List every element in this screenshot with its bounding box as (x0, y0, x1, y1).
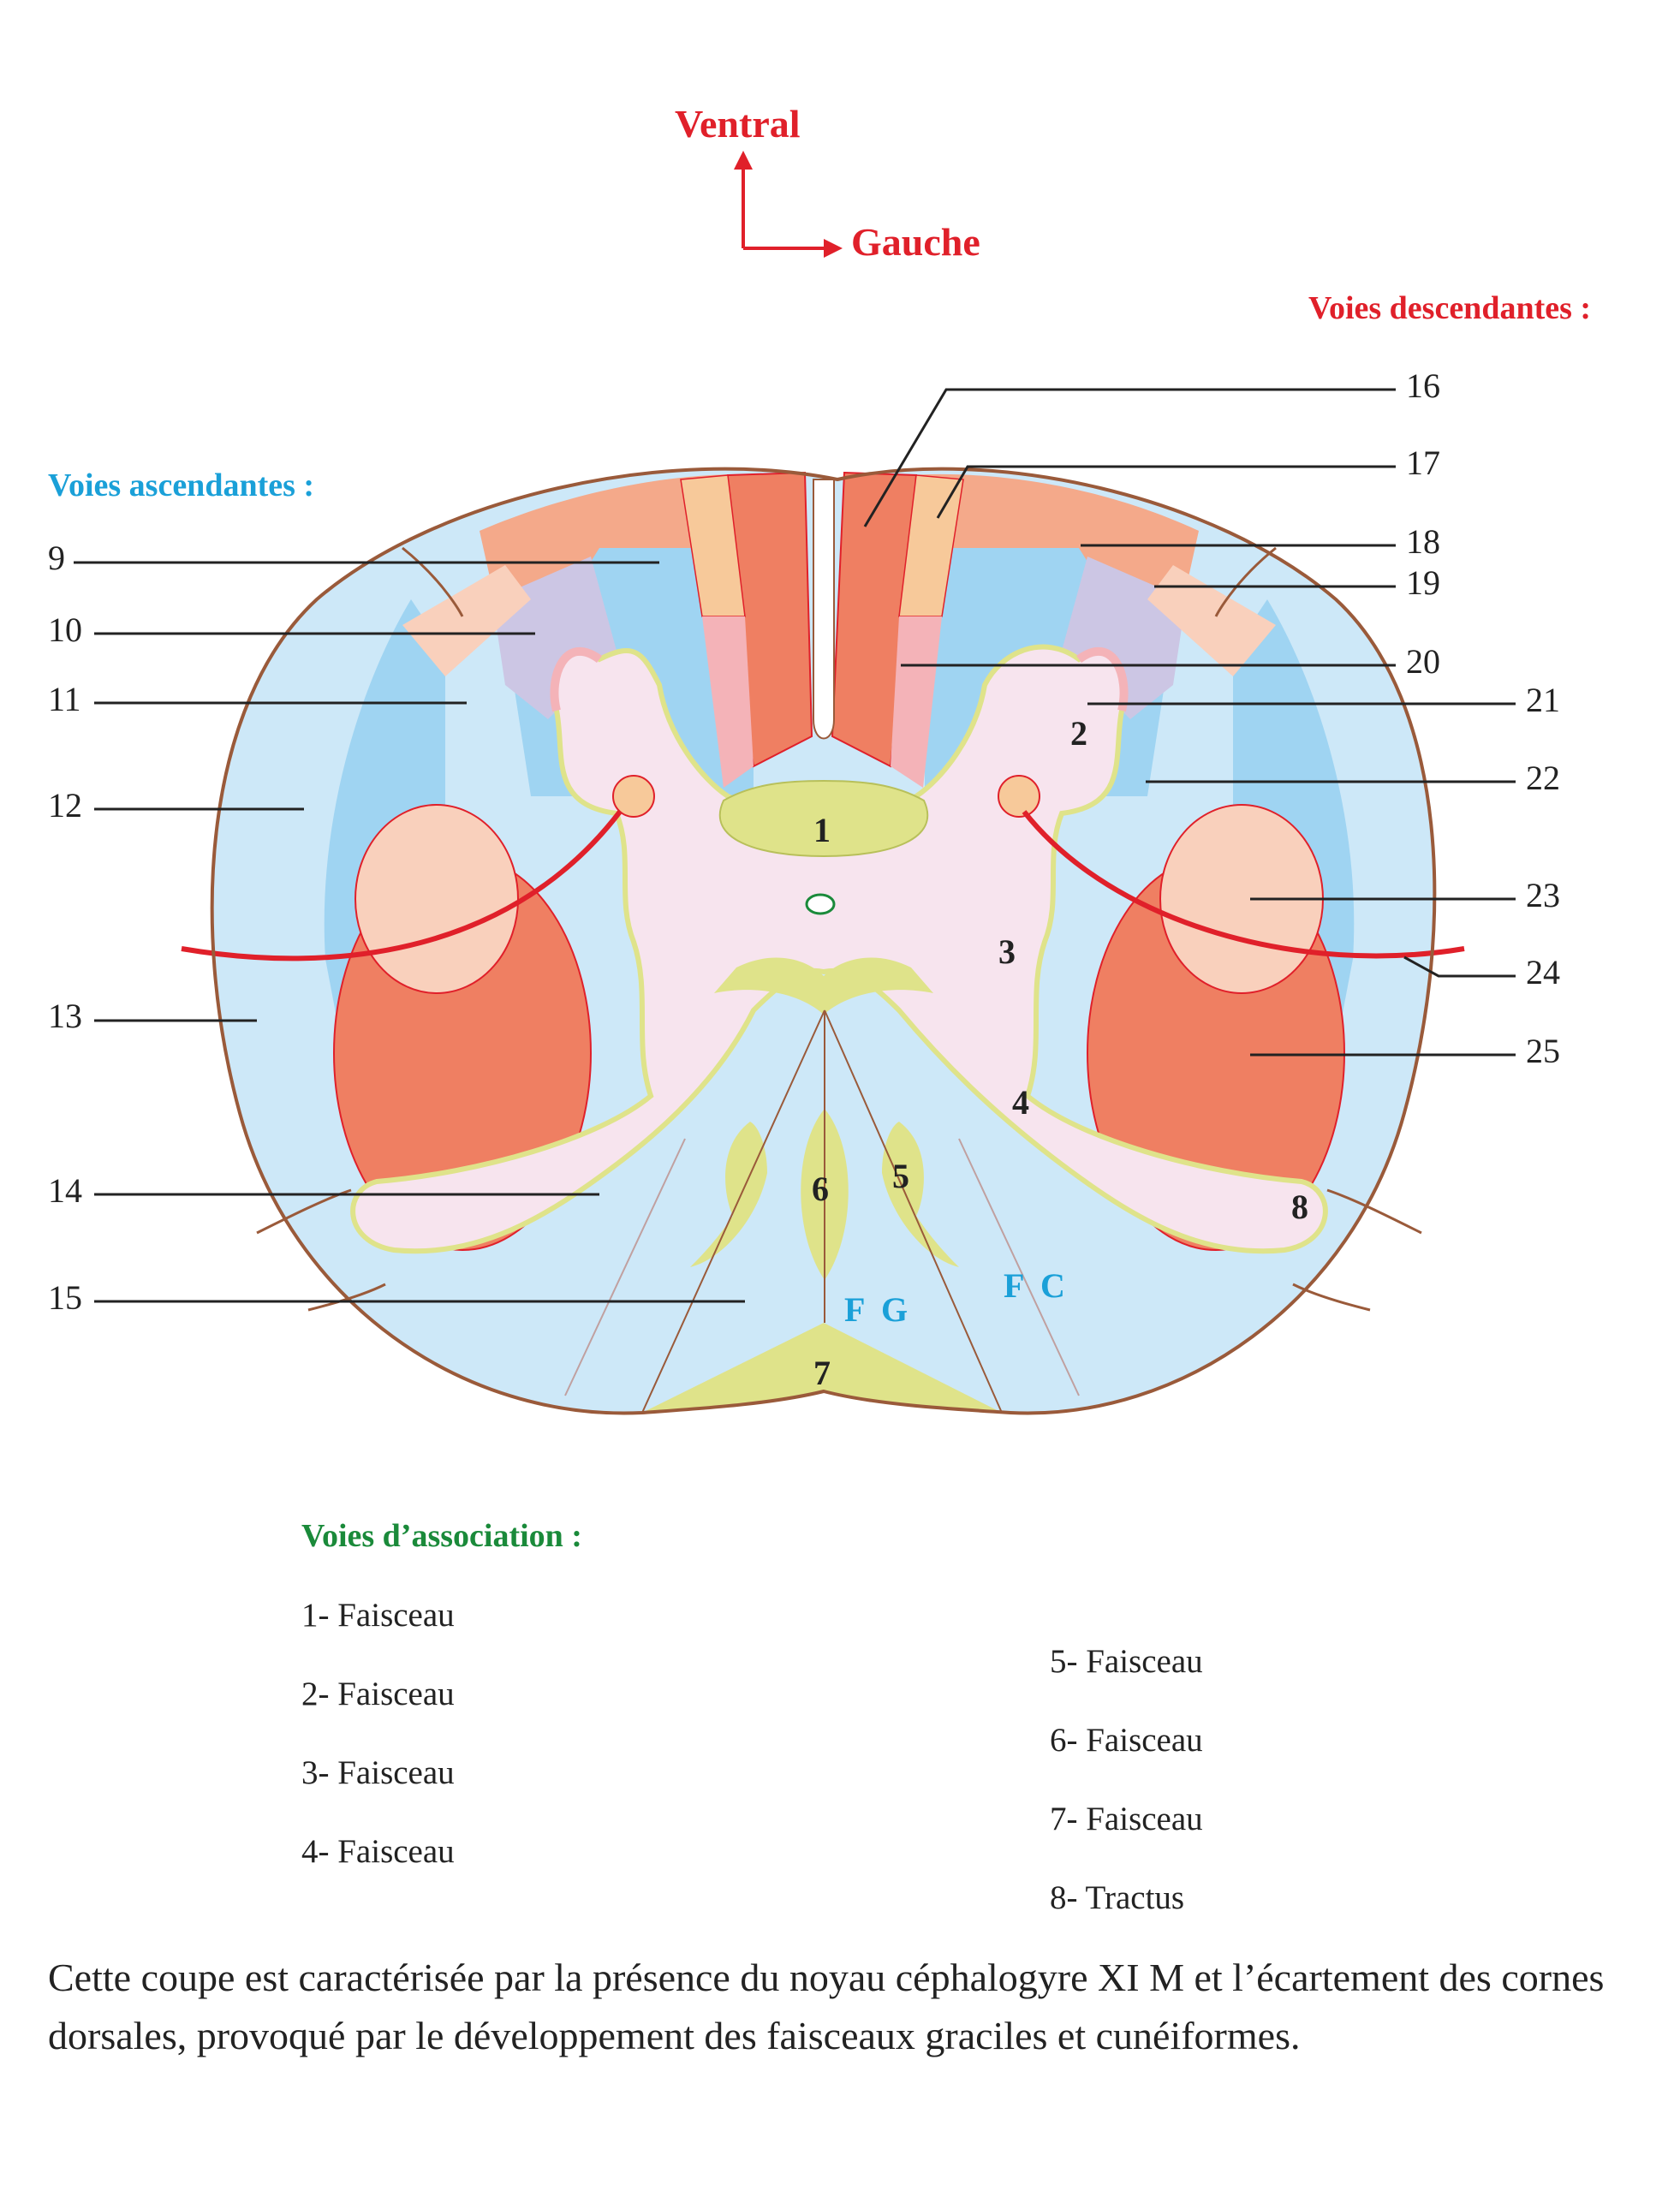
legend-item-8: 8- Tractus (1050, 1879, 1185, 1916)
label-19: 19 (1406, 563, 1440, 602)
heading-ascendantes: Voies ascendantes : (48, 467, 315, 503)
label-20: 20 (1406, 642, 1440, 681)
label-22: 22 (1526, 759, 1560, 797)
inner-label-8: 8 (1291, 1188, 1308, 1226)
ventral-label: Ventral (675, 102, 801, 146)
accessory-root-right (1022, 810, 1465, 959)
legend-item-6: 6- Faisceau (1050, 1722, 1203, 1759)
heading-association: Voies d’association : (301, 1518, 582, 1554)
inner-label-3: 3 (998, 932, 1016, 971)
zone-20-left (702, 616, 754, 788)
accessory-root-left (181, 810, 623, 962)
fasciculus-gracilis-label: F G (844, 1290, 909, 1329)
label-25: 25 (1526, 1032, 1560, 1070)
dorsal-commissure (714, 957, 933, 1015)
zone-5 (882, 1122, 959, 1267)
label-24: 24 (1526, 953, 1560, 991)
label-14: 14 (48, 1171, 82, 1210)
legend-item-4: 4- Faisceau (301, 1833, 455, 1870)
label-16: 16 (1406, 366, 1440, 405)
dorsal-septa (564, 1009, 1080, 1414)
inner-label-7: 7 (813, 1354, 831, 1392)
label-10: 10 (48, 610, 82, 649)
cord-outline (210, 467, 1437, 1415)
leader-lines-left (74, 561, 745, 1303)
inner-label-2: 2 (1070, 714, 1087, 753)
legend-item-1: 1- Faisceau (301, 1597, 455, 1634)
spinal-cord-cross-section (74, 151, 1516, 1415)
legend-item-3: 3- Faisceau (301, 1754, 455, 1791)
legend-item-2: 2- Faisceau (301, 1676, 455, 1712)
gauche-label: Gauche (851, 220, 980, 264)
caption: Cette coupe est caractérisée par la prés… (48, 1956, 1605, 2057)
gray-matter-outline (550, 646, 602, 712)
nucleus-xi-right (998, 775, 1040, 818)
label-15: 15 (48, 1278, 82, 1317)
central-canal (805, 893, 836, 915)
zone-20-right (891, 616, 942, 788)
heading-descendantes: Voies descendantes : (1308, 290, 1592, 326)
label-9: 9 (48, 539, 65, 577)
median-fissure (813, 479, 835, 740)
fasciculus-cuneatus-label: F C (1004, 1266, 1065, 1305)
inner-label-6: 6 (812, 1170, 829, 1208)
inner-label-1: 1 (813, 811, 831, 849)
label-17: 17 (1406, 444, 1440, 482)
inner-label-4: 4 (1012, 1083, 1029, 1122)
nucleus-xi-left (612, 775, 655, 818)
legend-item-5: 5- Faisceau (1050, 1643, 1203, 1680)
label-23: 23 (1526, 876, 1560, 914)
label-21: 21 (1526, 681, 1560, 719)
leader-lines-right (863, 388, 1516, 1057)
label-12: 12 (48, 786, 82, 825)
zone-1 (718, 779, 929, 858)
label-18: 18 (1406, 522, 1440, 561)
zone-5-mirror (690, 1122, 767, 1267)
legend-item-7: 7- Faisceau (1050, 1801, 1203, 1837)
label-13: 13 (48, 997, 82, 1035)
inner-label-5: 5 (892, 1157, 909, 1195)
gray-matter (350, 644, 1328, 1254)
orientation-arrows (734, 151, 843, 258)
label-11: 11 (48, 680, 81, 718)
